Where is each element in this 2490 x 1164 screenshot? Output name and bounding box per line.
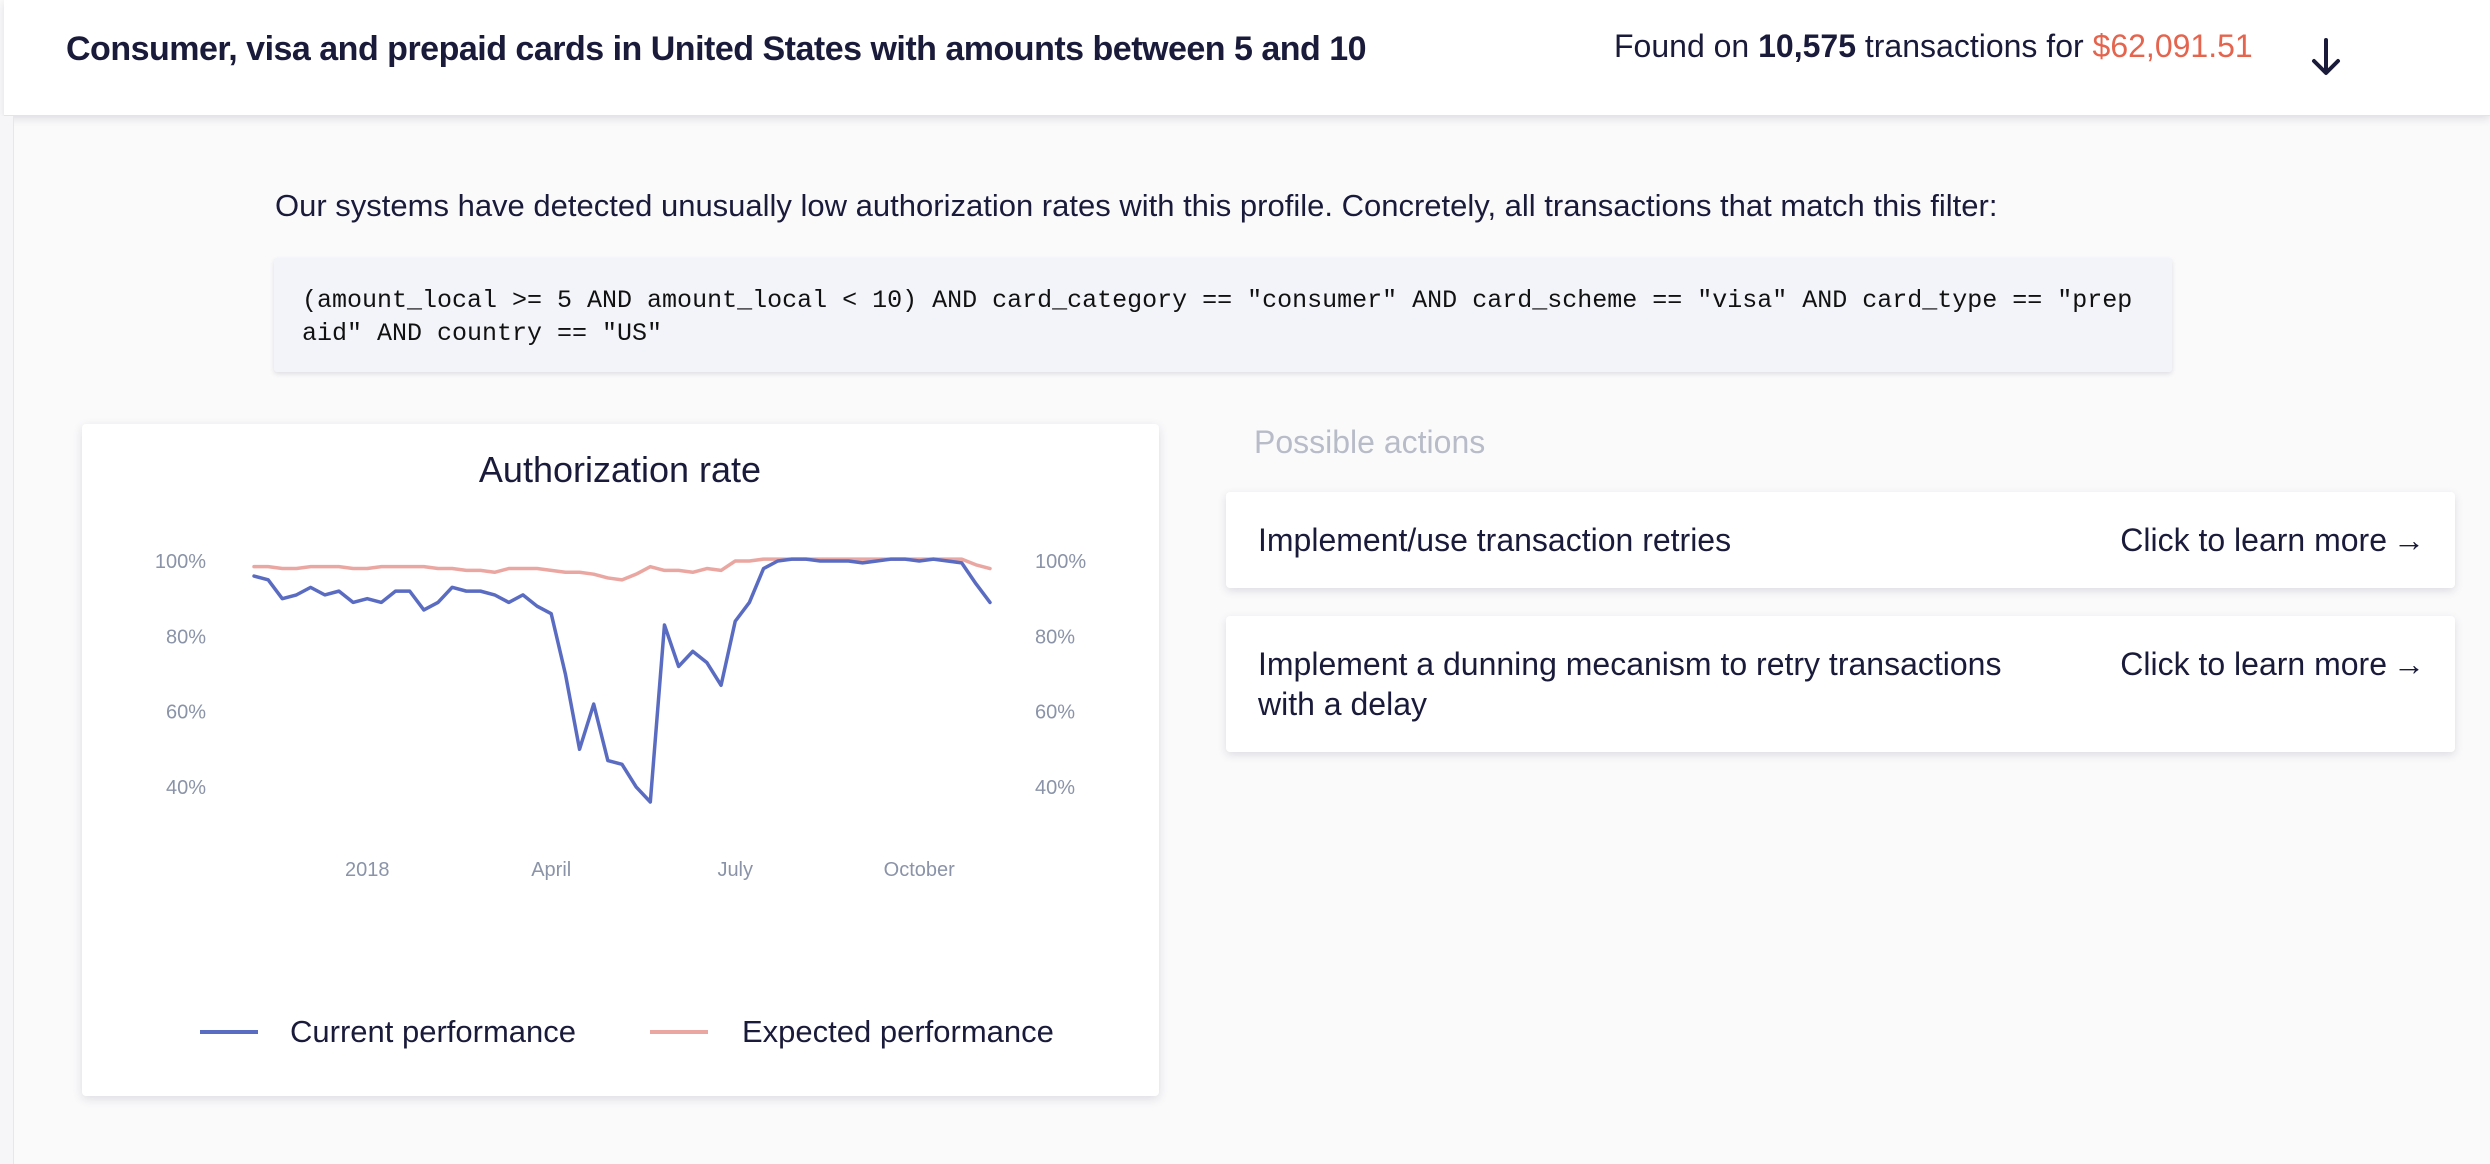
- summary-prefix: Found on: [1614, 28, 1750, 64]
- possible-actions-heading: Possible actions: [1254, 424, 1486, 460]
- y-tick-label-right: 80%: [1035, 626, 1075, 648]
- left-rule: [0, 116, 14, 1164]
- x-tick-label: July: [717, 859, 753, 881]
- learn-more-link[interactable]: Click to learn more →: [2120, 520, 2425, 560]
- transactions-count: 10,575: [1758, 28, 1856, 64]
- current-performance-line: [252, 557, 992, 804]
- action-card-retries[interactable]: Implement/use transaction retries Click …: [1226, 492, 2455, 588]
- arrow-right-icon: →: [2393, 522, 2425, 558]
- y-tick-label-left: 40%: [166, 777, 206, 799]
- chart-title: Authorization rate: [479, 449, 761, 490]
- profile-title: Consumer, visa and prepaid cards in Unit…: [66, 30, 1367, 68]
- authorization-rate-chart-card: Authorization rate 100% 100% 80% 80% 60% 60% 40…: [82, 424, 1159, 1096]
- legend-label: Current performance: [290, 1014, 576, 1049]
- learn-more-link[interactable]: Click to learn more →: [2120, 644, 2425, 684]
- profile-header: Consumer, visa and prepaid cards in Unit…: [4, 0, 2490, 116]
- arrow-right-icon: →: [2393, 646, 2425, 682]
- learn-more-text: Click to learn more: [2120, 646, 2387, 682]
- y-tick-label-right: 40%: [1035, 777, 1075, 799]
- transaction-summary: Found on 10,575 transactions for $62,091…: [1614, 28, 2253, 65]
- transactions-amount: $62,091.51: [2092, 28, 2253, 64]
- y-tick-label-left: 60%: [166, 702, 206, 724]
- x-tick-label: April: [531, 859, 571, 881]
- x-tick-label: October: [884, 859, 955, 881]
- y-tick-label-left: 100%: [155, 551, 206, 573]
- y-tick-label-right: 100%: [1035, 551, 1086, 573]
- summary-middle: transactions for: [1864, 28, 2084, 64]
- x-tick-label: 2018: [345, 859, 390, 881]
- authorization-rate-chart: Authorization rate 100% 100% 80% 80% 60% 60% 40…: [155, 449, 1087, 1049]
- action-card-dunning[interactable]: Implement a dunning mecanism to retry tr…: [1226, 616, 2455, 752]
- legend-label: Expected performance: [742, 1014, 1054, 1049]
- action-label: Implement a dunning mecanism to retry tr…: [1258, 646, 2002, 722]
- action-label: Implement/use transaction retries: [1258, 522, 1732, 558]
- y-tick-label-right: 60%: [1035, 702, 1075, 724]
- arrow-down-icon[interactable]: [2304, 36, 2348, 80]
- filter-code-block: (amount_local >= 5 AND amount_local < 10…: [274, 258, 2172, 372]
- learn-more-text: Click to learn more: [2120, 522, 2387, 558]
- intro-text: Our systems have detected unusually low …: [275, 188, 1998, 223]
- y-tick-label-left: 80%: [166, 626, 206, 648]
- expected-performance-line: [252, 557, 992, 582]
